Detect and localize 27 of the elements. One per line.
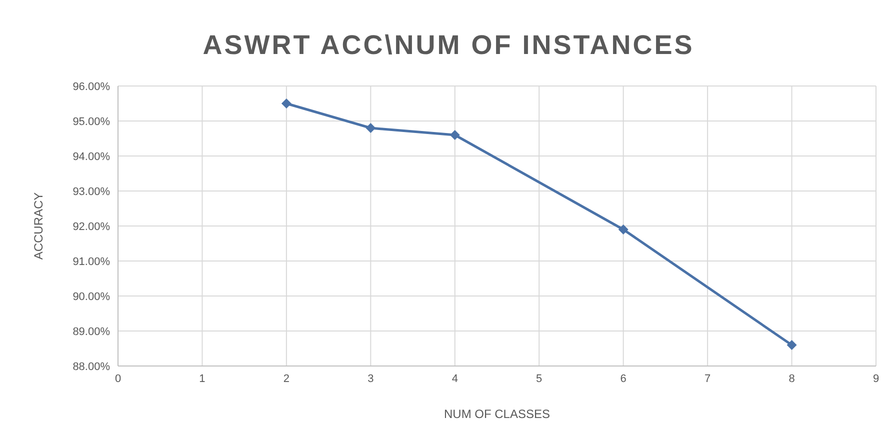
x-tick-label: 6 — [620, 372, 626, 385]
y-tick-label: 90.00% — [72, 290, 110, 303]
x-tick-label: 2 — [283, 372, 290, 385]
point — [450, 130, 460, 140]
x-tick-label: 5 — [536, 372, 542, 385]
x-tick-label: 1 — [199, 372, 206, 385]
x-tick-label: 0 — [114, 372, 122, 385]
x-tick-label: 7 — [704, 372, 711, 385]
x-tick-label: 8 — [788, 372, 795, 385]
point — [786, 340, 797, 350]
y-tick-label: 93.00% — [72, 186, 110, 198]
y-tick-label: 96.00% — [72, 80, 110, 93]
y-tick-label: 94.00% — [72, 150, 110, 163]
y-tick-label: 95.00% — [72, 116, 110, 128]
y-axis-title: ACCURACY — [31, 192, 46, 260]
point — [281, 98, 292, 108]
x-tick-label: 3 — [368, 372, 374, 385]
y-tick-label: 89.00% — [72, 326, 110, 338]
point — [366, 123, 376, 133]
y-tick-label: 92.00% — [72, 220, 110, 233]
x-axis-title: NUM OF CLASSES — [444, 407, 550, 421]
x-tick-label: 4 — [452, 372, 458, 385]
x-tick-label: 9 — [872, 372, 880, 385]
chart-title: ASWRT ACC\NUM OF INSTANCES — [202, 30, 696, 61]
y-tick-label: 91.00% — [72, 256, 110, 268]
point — [618, 224, 628, 234]
y-tick-label: 88.00% — [72, 360, 110, 373]
